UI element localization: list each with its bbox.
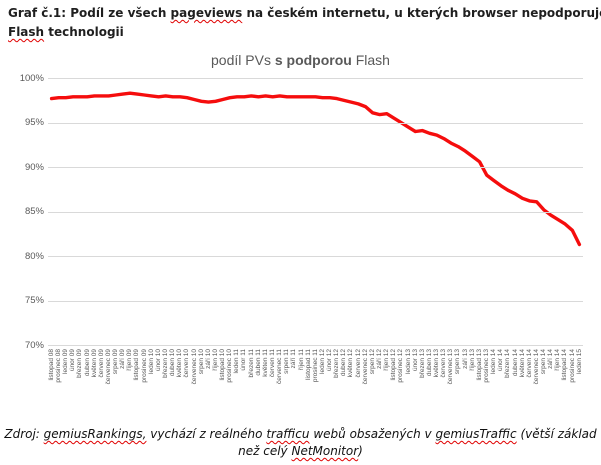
x-axis-month-label: únor 11: [240, 348, 248, 371]
source-misspelled-gemiustraffic: gemiusTraffic: [435, 427, 517, 441]
y-gridline: [48, 167, 583, 168]
title-misspelled-word-flash: Flash: [8, 25, 45, 39]
x-axis-month-label: listopad 08: [47, 348, 55, 380]
chart-title-text: Flash: [351, 52, 390, 68]
y-axis-tick-label: 95%: [24, 117, 44, 128]
y-gridline: [48, 300, 583, 302]
x-axis-month-label: květen 14: [518, 348, 526, 377]
line-series-svg: [49, 90, 582, 246]
y-axis-tick-label: 90%: [24, 161, 44, 173]
x-axis-month-label: červen 12: [354, 348, 362, 378]
x-axis-month-label: listopad 11: [304, 348, 312, 380]
y-axis-tick-label: 85%: [24, 206, 44, 217]
title-text: Graf č.1: Podíl ze všech: [8, 6, 171, 20]
x-axis-month-label: listopad 09: [133, 348, 141, 380]
x-axis-month-label: prosinec 11: [311, 348, 319, 382]
x-axis-month-label: červen 09: [97, 348, 105, 378]
chart-title-bold-text: s podporou: [274, 52, 352, 68]
x-axis-month-label: duben 09: [83, 348, 91, 376]
x-axis-month-label: červen 10: [183, 348, 191, 378]
x-axis-month-label: březen 14: [504, 348, 512, 378]
x-axis-month-label: září 10: [204, 348, 212, 369]
source-text: vychází z reálného: [146, 427, 267, 441]
x-axis-month-label: srpen 13: [454, 348, 462, 374]
x-axis-month-label: prosinec 14: [568, 348, 576, 383]
x-axis-month-label: říjen 11: [297, 348, 305, 370]
x-axis-month-label: březen 13: [418, 348, 426, 378]
y-gridline: [48, 78, 583, 79]
x-axis-month-label: říjen 13: [468, 348, 476, 371]
source-misspelled-netmonitor: NetMonitor: [291, 444, 359, 458]
x-axis-month-label: únor 13: [411, 348, 419, 371]
x-axis-month-label: březen 09: [76, 348, 84, 378]
source-text: webů obsažených v: [309, 427, 436, 441]
x-axis-month-label: leden 15: [575, 348, 583, 374]
x-axis-month-label: únor 10: [154, 348, 162, 371]
x-axis-month-label: květen 09: [90, 348, 98, 377]
x-axis-month-label: prosinec 09: [140, 348, 148, 383]
x-axis-month-label: březen 11: [247, 348, 255, 377]
x-axis-month-label: červenec 10: [190, 348, 198, 384]
title-misspelled-word-pageviews: pageviews: [170, 6, 243, 20]
source-text: Zdroj:: [4, 427, 44, 441]
source-misspelled-gemiusrankings: gemiusRankings,: [43, 427, 147, 441]
document-title-line2: Flash technologii: [8, 23, 593, 42]
source-note-line1: Zdroj: gemiusRankings, vychází z reálnéh…: [0, 426, 601, 443]
y-gridline: [48, 211, 583, 213]
source-misspelled-trafficu: trafficu: [266, 427, 310, 441]
source-note-line2: než celý NetMonitor): [0, 443, 601, 460]
x-axis-month-label: srpen 12: [368, 348, 376, 374]
y-gridline: [48, 256, 583, 257]
x-axis-month-label: leden 10: [147, 348, 155, 374]
x-axis-month-label: listopad 14: [561, 348, 569, 380]
y-axis-tick-label: 100%: [19, 72, 44, 84]
document-title-line1: Graf č.1: Podíl ze všech pageviews na če…: [8, 4, 601, 23]
source-text: ): [358, 444, 363, 458]
x-axis-month-label: květen 12: [347, 348, 355, 377]
y-gridline: [48, 345, 583, 346]
y-axis-tick-label: 75%: [24, 295, 44, 306]
x-axis-month-label: listopad 13: [475, 348, 483, 380]
y-gridline: [48, 122, 583, 124]
source-text: než celý: [238, 444, 292, 458]
source-text: (větší základ: [516, 427, 597, 441]
x-axis-month-label: září 11: [290, 348, 298, 368]
title-text: na českém internetu, u kterých browser n…: [242, 6, 601, 20]
x-axis-month-label: červenec 12: [361, 348, 369, 384]
x-axis-month-label: leden 13: [404, 348, 412, 374]
chart-title: podíl PVs s podporou Flash: [0, 52, 601, 68]
x-axis-month-label: duben 11: [254, 348, 262, 376]
x-axis-month-label: duben 14: [511, 348, 519, 376]
x-axis-month-label: prosinec 12: [397, 348, 405, 383]
y-axis-tick-label: 70%: [24, 339, 44, 351]
x-axis-month-label: září 13: [461, 348, 469, 369]
y-axis-tick-label: 80%: [24, 250, 44, 262]
chart-title-text: podíl PVs: [211, 52, 275, 68]
x-axis-month-label: květen 11: [261, 348, 269, 377]
title-text: technologii: [44, 25, 124, 39]
x-axis-month-label: srpen 10: [197, 348, 205, 374]
x-axis-month-label: červen 14: [525, 348, 533, 378]
flash-share-line-series: [49, 90, 582, 246]
